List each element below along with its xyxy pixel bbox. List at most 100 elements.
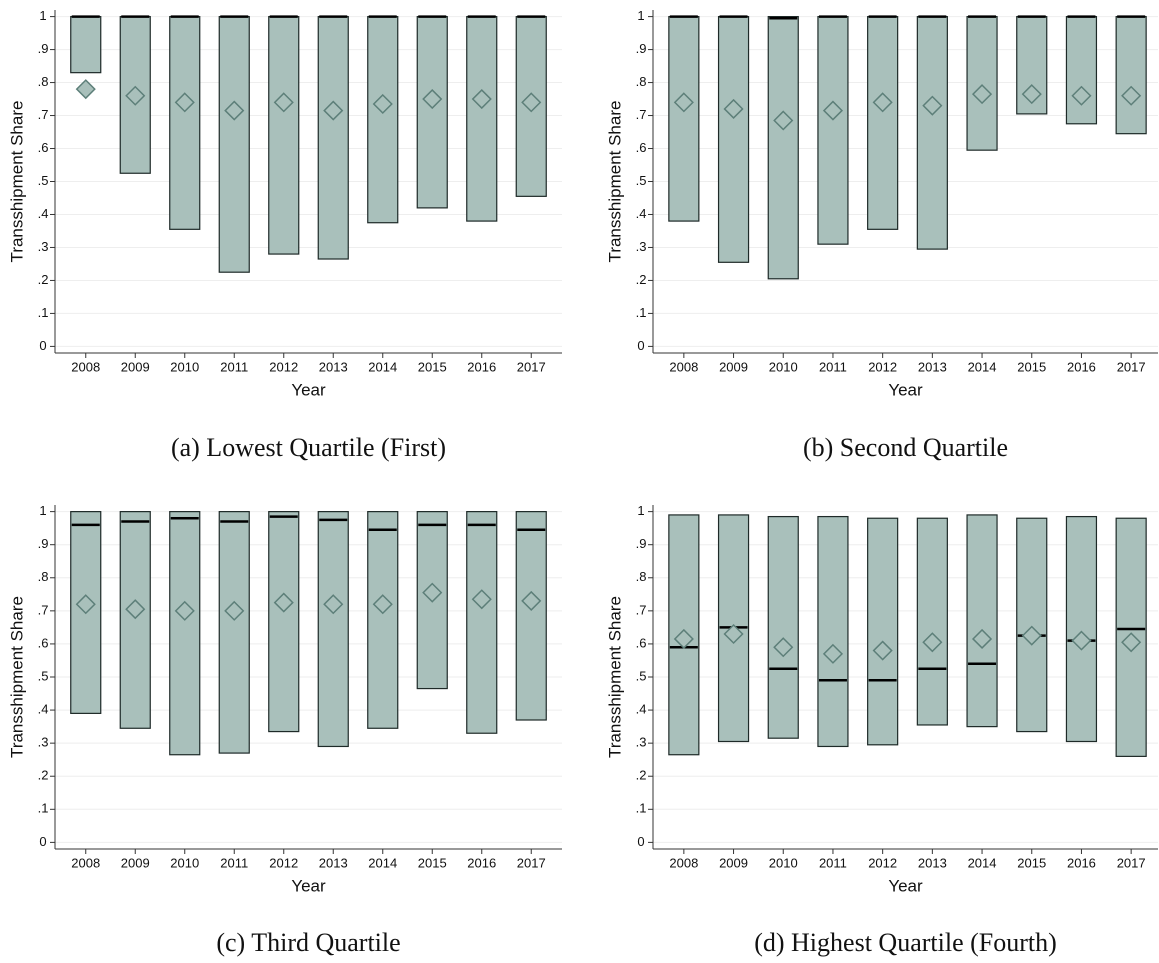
x-tick-label: 2008 [669,855,698,870]
iqr-box [268,511,300,733]
x-tick-label: 2011 [819,359,847,374]
y-tick-label: .7 [636,107,647,122]
x-tick-label: 2008 [71,855,100,870]
y-tick-label: .9 [636,41,647,56]
x-tick-label: 2011 [220,855,248,870]
x-tick-label: 2010 [769,855,798,870]
x-tick-label: 2015 [418,359,447,374]
mean-marker [1071,85,1092,106]
y-tick-label: .9 [38,41,49,56]
mean-marker [521,92,542,113]
x-tick-label: 2010 [170,855,199,870]
mean-marker [125,85,146,106]
iqr-box [817,15,849,245]
mean-marker [323,594,344,615]
mean-marker [273,592,294,613]
mean-marker [1021,84,1042,105]
mean-marker [273,92,294,113]
y-tick-label: .3 [38,239,49,254]
y-tick-label: .5 [636,173,647,188]
y-tick-label: .4 [38,206,49,221]
iqr-box [1065,15,1098,125]
iqr-box [1065,515,1098,743]
mean-marker [323,100,344,121]
mean-marker [372,594,393,615]
mean-marker [673,628,694,650]
y-tick-label: 0 [637,834,644,849]
mean-marker [922,95,943,116]
mean-marker [224,100,245,121]
iqr-box [119,511,151,729]
x-tick-label: 2012 [868,359,897,374]
mean-marker [673,92,694,113]
y-tick-label: .8 [38,569,49,584]
y-tick-label: .3 [636,239,647,254]
x-tick-label: 2011 [220,359,248,374]
mean-marker [471,88,492,110]
x-tick-label: 2014 [968,359,997,374]
y-axis-title: Transshipment Share [605,596,624,758]
iqr-box [218,15,250,273]
y-tick-label: .4 [38,702,49,717]
x-tick-label: 2008 [669,359,698,374]
x-axis-title: Year [291,876,326,895]
y-tick-label: .7 [38,602,49,617]
y-tick-label: .3 [38,735,49,750]
y-tick-label: .9 [636,536,647,551]
y-tick-label: .2 [636,272,647,287]
x-axis-title: Year [888,876,923,895]
y-tick-label: .4 [636,702,647,717]
y-tick-label: 1 [39,8,46,23]
x-tick-label: 2016 [467,855,496,870]
mean-marker [872,640,893,661]
y-tick-label: .2 [636,768,647,783]
x-tick-label: 2008 [71,359,100,374]
x-axis-title: Year [888,380,923,399]
iqr-box [767,515,799,739]
y-tick-label: .8 [38,74,49,89]
y-tick-label: .2 [38,768,49,783]
caption: (c) Third Quartile [216,928,400,957]
mean-marker [1121,85,1142,106]
mean-marker [872,92,893,113]
iqr-box [169,511,201,756]
y-tick-label: .7 [38,107,49,122]
y-tick-label: .4 [636,206,647,221]
iqr-box [867,15,899,230]
mean-marker [1121,632,1142,653]
x-tick-label: 2013 [918,359,947,374]
x-tick-label: 2015 [418,855,447,870]
y-tick-label: .6 [38,635,49,650]
iqr-box [466,511,498,734]
x-tick-label: 2009 [121,359,150,374]
iqr-box [1016,517,1048,733]
x-tick-label: 2012 [269,855,298,870]
x-tick-label: 2016 [1067,855,1096,870]
x-tick-label: 2017 [1117,855,1146,870]
iqr-box [966,514,998,728]
x-tick-label: 2012 [269,359,298,374]
y-tick-label: .5 [636,668,647,683]
mean-marker [521,590,542,611]
y-tick-label: 1 [39,503,46,518]
iqr-box [268,15,300,255]
mean-marker [773,637,794,658]
y-tick-label: .8 [636,74,647,89]
caption: (d) Highest Quartile (Fourth) [754,928,1057,957]
iqr-box [169,15,201,230]
mean-marker [75,594,96,615]
iqr-box [70,15,102,74]
y-tick-label: .6 [38,140,49,155]
x-tick-label: 2013 [319,855,348,870]
x-tick-label: 2014 [968,855,997,870]
iqr-box [218,511,250,754]
mean-marker [422,582,443,603]
x-axis-title: Year [291,380,326,399]
y-tick-label: 1 [637,8,644,23]
x-tick-label: 2013 [918,855,947,870]
y-tick-label: .6 [636,635,647,650]
x-tick-label: 2012 [868,855,897,870]
iqr-box [916,517,948,726]
x-tick-label: 2010 [170,359,199,374]
